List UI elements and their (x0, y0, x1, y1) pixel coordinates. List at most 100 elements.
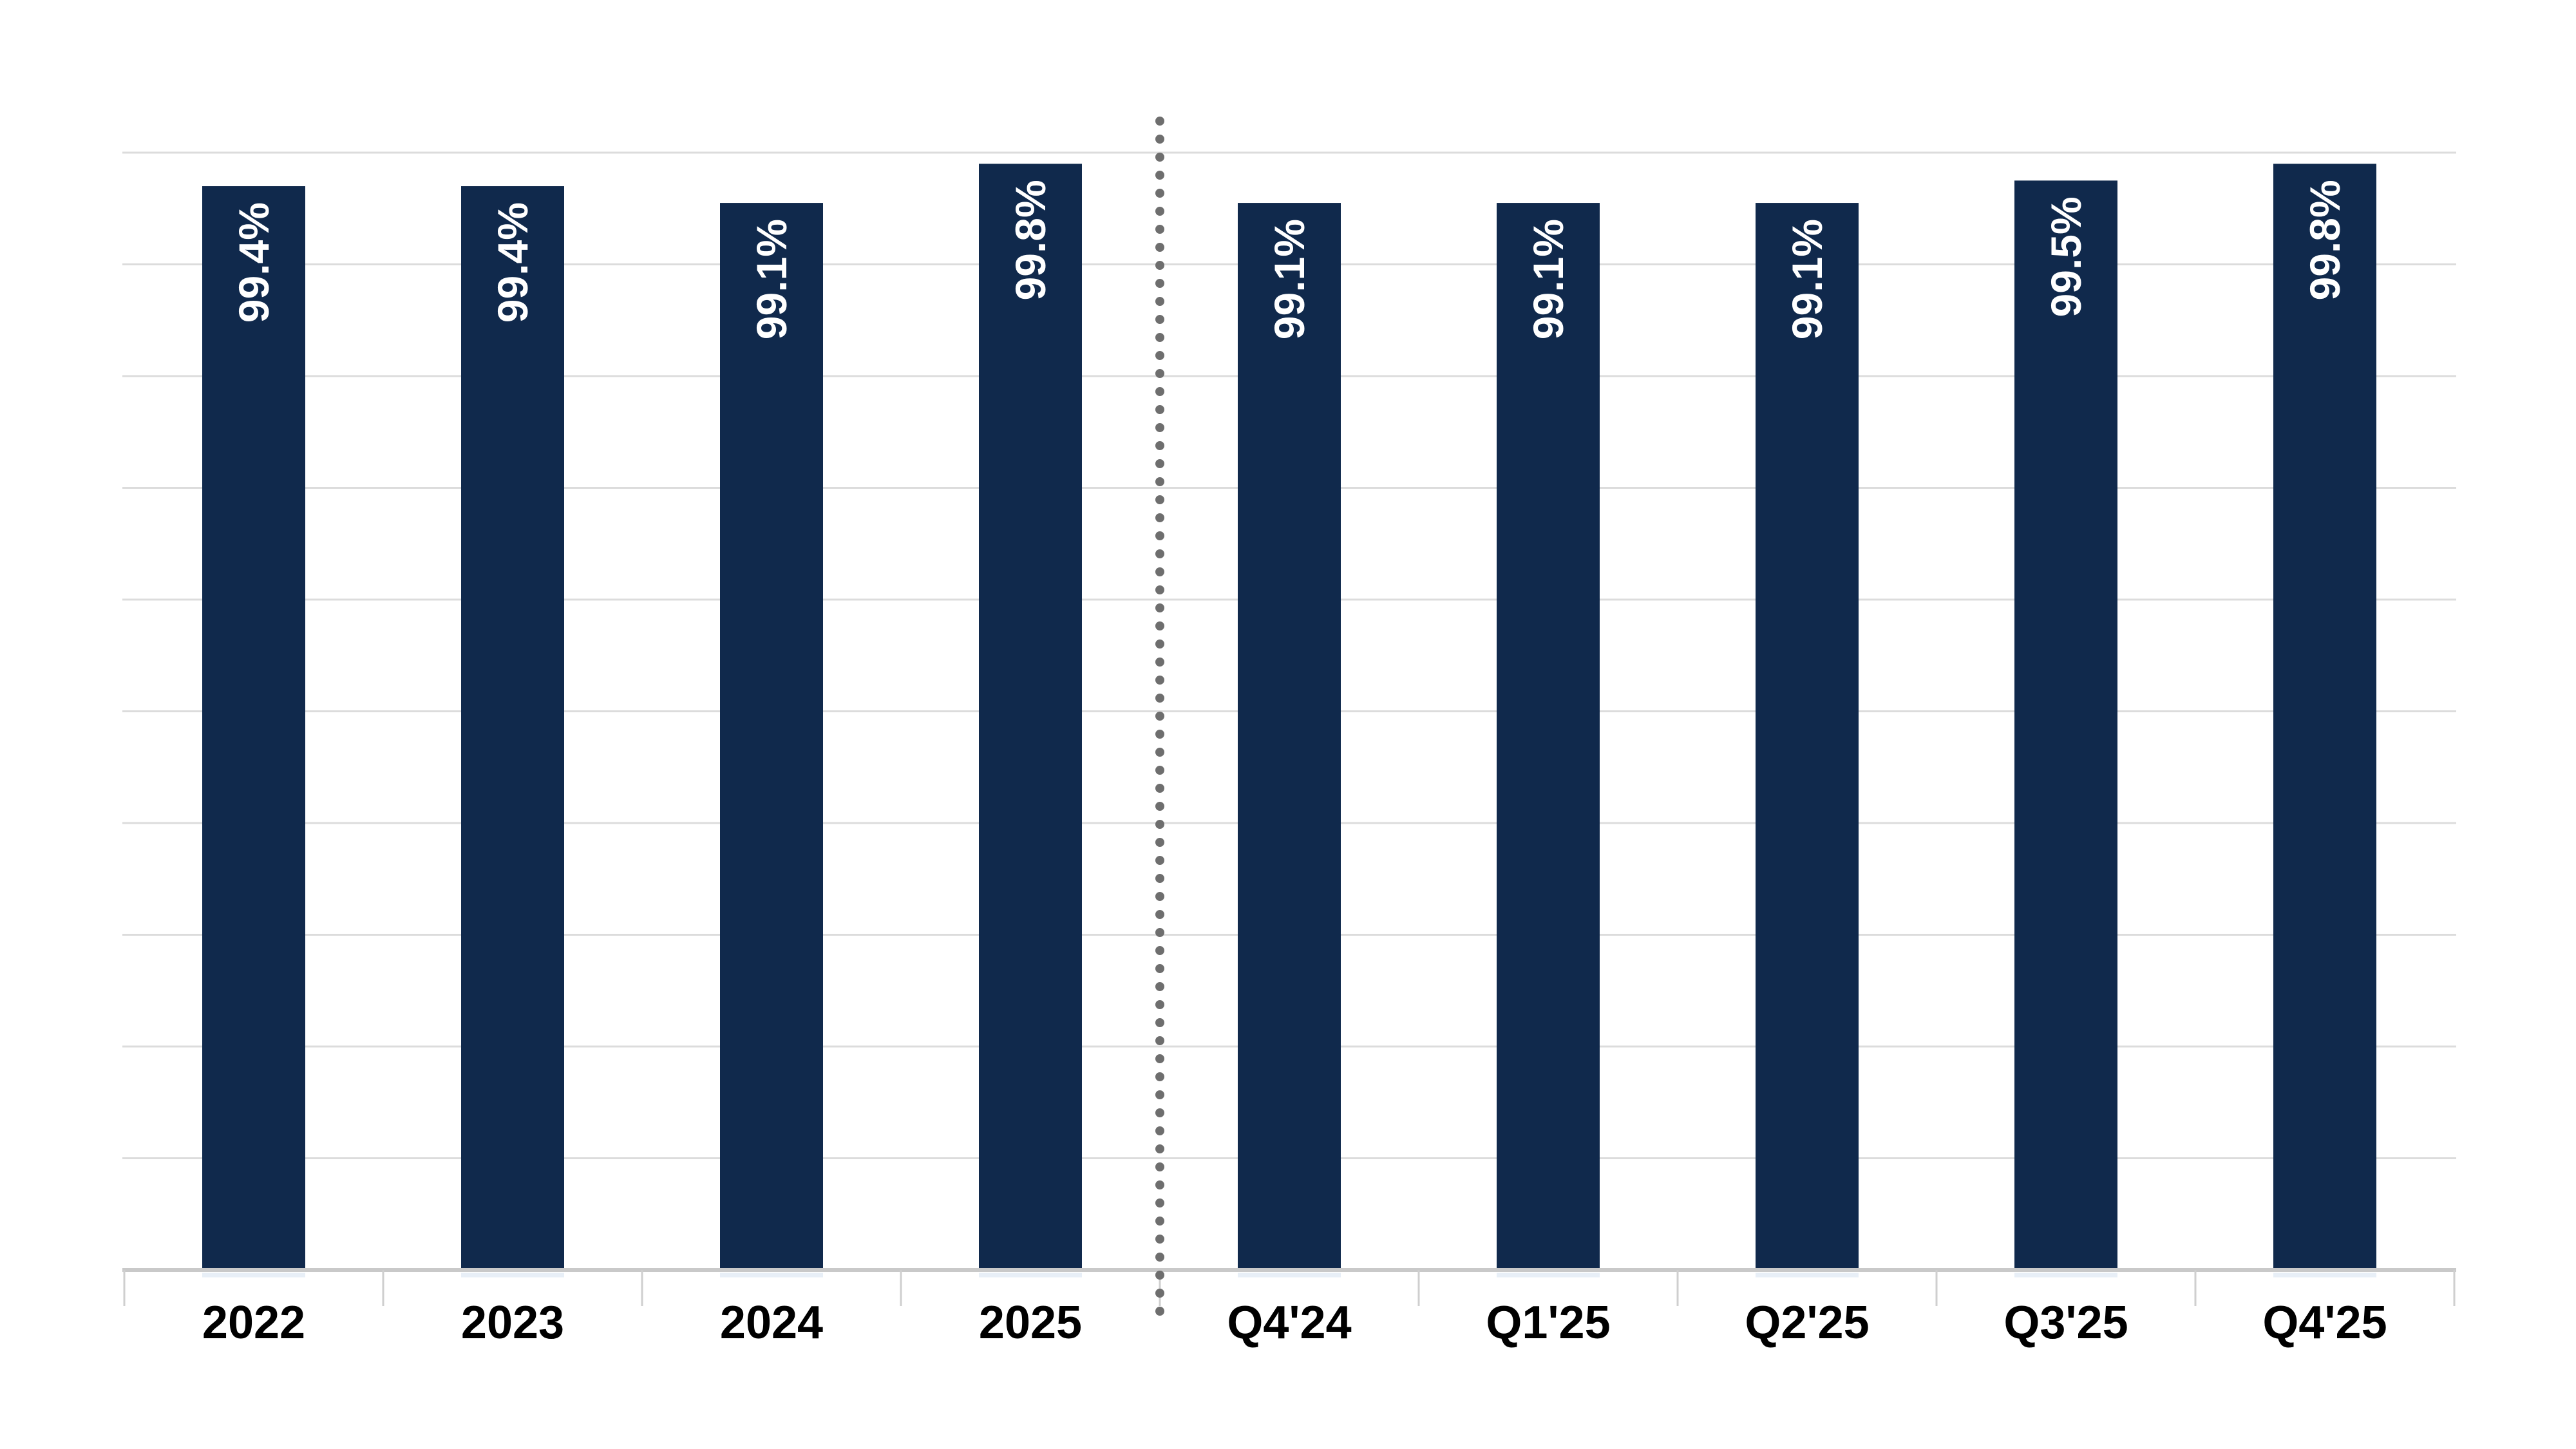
bar-base-highlight (2014, 1273, 2117, 1278)
divider-dot (1155, 1307, 1164, 1316)
bar-value-label: 99.1% (1524, 219, 1572, 339)
divider-dot (1155, 766, 1164, 775)
divider-dot (1155, 333, 1164, 342)
bars-group (202, 164, 2376, 1271)
divider-dot (1155, 261, 1164, 270)
bar-value-label: 99.8% (2301, 180, 2349, 300)
x-axis-label-Q4'24: Q4'24 (1227, 1297, 1351, 1349)
divider-dot (1155, 874, 1164, 883)
divider-dot (1155, 621, 1164, 630)
divider-dot (1155, 225, 1164, 234)
bar-value-label: 99.1% (748, 219, 795, 339)
divider-dot (1155, 315, 1164, 324)
divider-dot (1155, 1090, 1164, 1099)
bar-value-label: 99.1% (1783, 219, 1831, 339)
x-axis-labels-group: 2022 2023 2024 2025 Q4'24 Q1'25 Q2'25 Q3'25 Q4'2… (202, 1297, 2387, 1349)
x-axis-label-Q4'25: Q4'25 (2262, 1297, 2387, 1349)
divider-dot (1155, 1072, 1164, 1081)
divider-dot (1155, 1253, 1164, 1262)
divider-dot (1155, 1108, 1164, 1117)
divider-dot (1155, 603, 1164, 612)
divider-dot (1155, 441, 1164, 450)
divider-dot (1155, 802, 1164, 811)
divider-dot (1155, 117, 1164, 126)
bar-base-highlight (720, 1273, 823, 1278)
divider-dot (1155, 1036, 1164, 1045)
divider-dot (1155, 207, 1164, 216)
divider-dot (1155, 784, 1164, 793)
divider-dot (1155, 567, 1164, 576)
divider-dot (1155, 243, 1164, 252)
divider-dot (1155, 1018, 1164, 1027)
bar-Q4'25 (2273, 164, 2376, 1271)
divider-dot (1155, 856, 1164, 865)
x-axis-label-Q1'25: Q1'25 (1486, 1297, 1610, 1349)
x-axis-label-Q2'25: Q2'25 (1745, 1297, 1869, 1349)
divider-dot (1155, 928, 1164, 937)
divider-dot (1155, 171, 1164, 180)
bar-Q3'25 (2014, 180, 2117, 1270)
divider-dot (1155, 549, 1164, 558)
divider-dot (1155, 748, 1164, 757)
bar-value-label: 99.1% (1265, 219, 1313, 339)
divider-dot (1155, 369, 1164, 378)
divider-dot (1155, 585, 1164, 594)
divider-dot (1155, 946, 1164, 955)
bar-value-label: 99.4% (489, 202, 536, 323)
bar-value-labels-group: 99.4% 99.4% 99.1% 99.8% 99.1% 99.1% 99.1% 99.5%… (230, 180, 2349, 339)
bar-2023 (461, 186, 564, 1270)
bar-base-highlight (202, 1273, 305, 1278)
divider-dot (1155, 730, 1164, 739)
bar-base-highlight (2273, 1273, 2376, 1278)
divider-dot (1155, 459, 1164, 468)
divider-dot (1155, 676, 1164, 685)
bar-value-label: 99.4% (230, 202, 278, 323)
divider-dot (1155, 892, 1164, 901)
divider-dot (1155, 1198, 1164, 1208)
x-axis-label-2024: 2024 (720, 1297, 823, 1349)
bar-2025 (979, 164, 1082, 1271)
divider-dot (1155, 712, 1164, 721)
bar-base-highlight (1756, 1273, 1859, 1278)
bar-base-highlight (1238, 1273, 1341, 1278)
divider-dot (1155, 423, 1164, 432)
divider-dot (1155, 1000, 1164, 1009)
divider-dot (1155, 1126, 1164, 1135)
x-axis-label-Q3'25: Q3'25 (2003, 1297, 2128, 1349)
divider-dot (1155, 658, 1164, 667)
bar-2024 (720, 203, 823, 1271)
x-axis-label-2023: 2023 (461, 1297, 564, 1349)
divider-dot (1155, 639, 1164, 649)
divider-dot (1155, 1144, 1164, 1153)
divider-dot (1155, 1180, 1164, 1189)
divider-dot (1155, 1235, 1164, 1244)
divider-dot (1155, 694, 1164, 703)
x-axis-label-2025: 2025 (979, 1297, 1082, 1349)
period-divider-dotted-line (1155, 117, 1164, 1316)
divider-dot (1155, 1289, 1164, 1298)
divider-dot (1155, 387, 1164, 396)
divider-dot (1155, 405, 1164, 414)
bar-base-highlight (1497, 1273, 1600, 1278)
divider-dot (1155, 513, 1164, 522)
bar-Q4'24 (1238, 203, 1341, 1271)
divider-dot (1155, 189, 1164, 198)
divider-dot (1155, 982, 1164, 991)
divider-dot (1155, 135, 1164, 144)
x-axis-label-2022: 2022 (202, 1297, 305, 1349)
divider-dot (1155, 351, 1164, 360)
bar-base-highlight (461, 1273, 564, 1278)
divider-dot (1155, 477, 1164, 486)
bar-value-label: 99.5% (2042, 196, 2090, 317)
divider-dot (1155, 297, 1164, 306)
divider-dot (1155, 910, 1164, 919)
bar-base-highlight (979, 1273, 1082, 1278)
bar-2022 (202, 186, 305, 1270)
divider-dot (1155, 1271, 1164, 1280)
divider-dot (1155, 838, 1164, 847)
divider-dot (1155, 279, 1164, 288)
bar-value-label: 99.8% (1007, 180, 1054, 300)
divider-dot (1155, 1162, 1164, 1171)
